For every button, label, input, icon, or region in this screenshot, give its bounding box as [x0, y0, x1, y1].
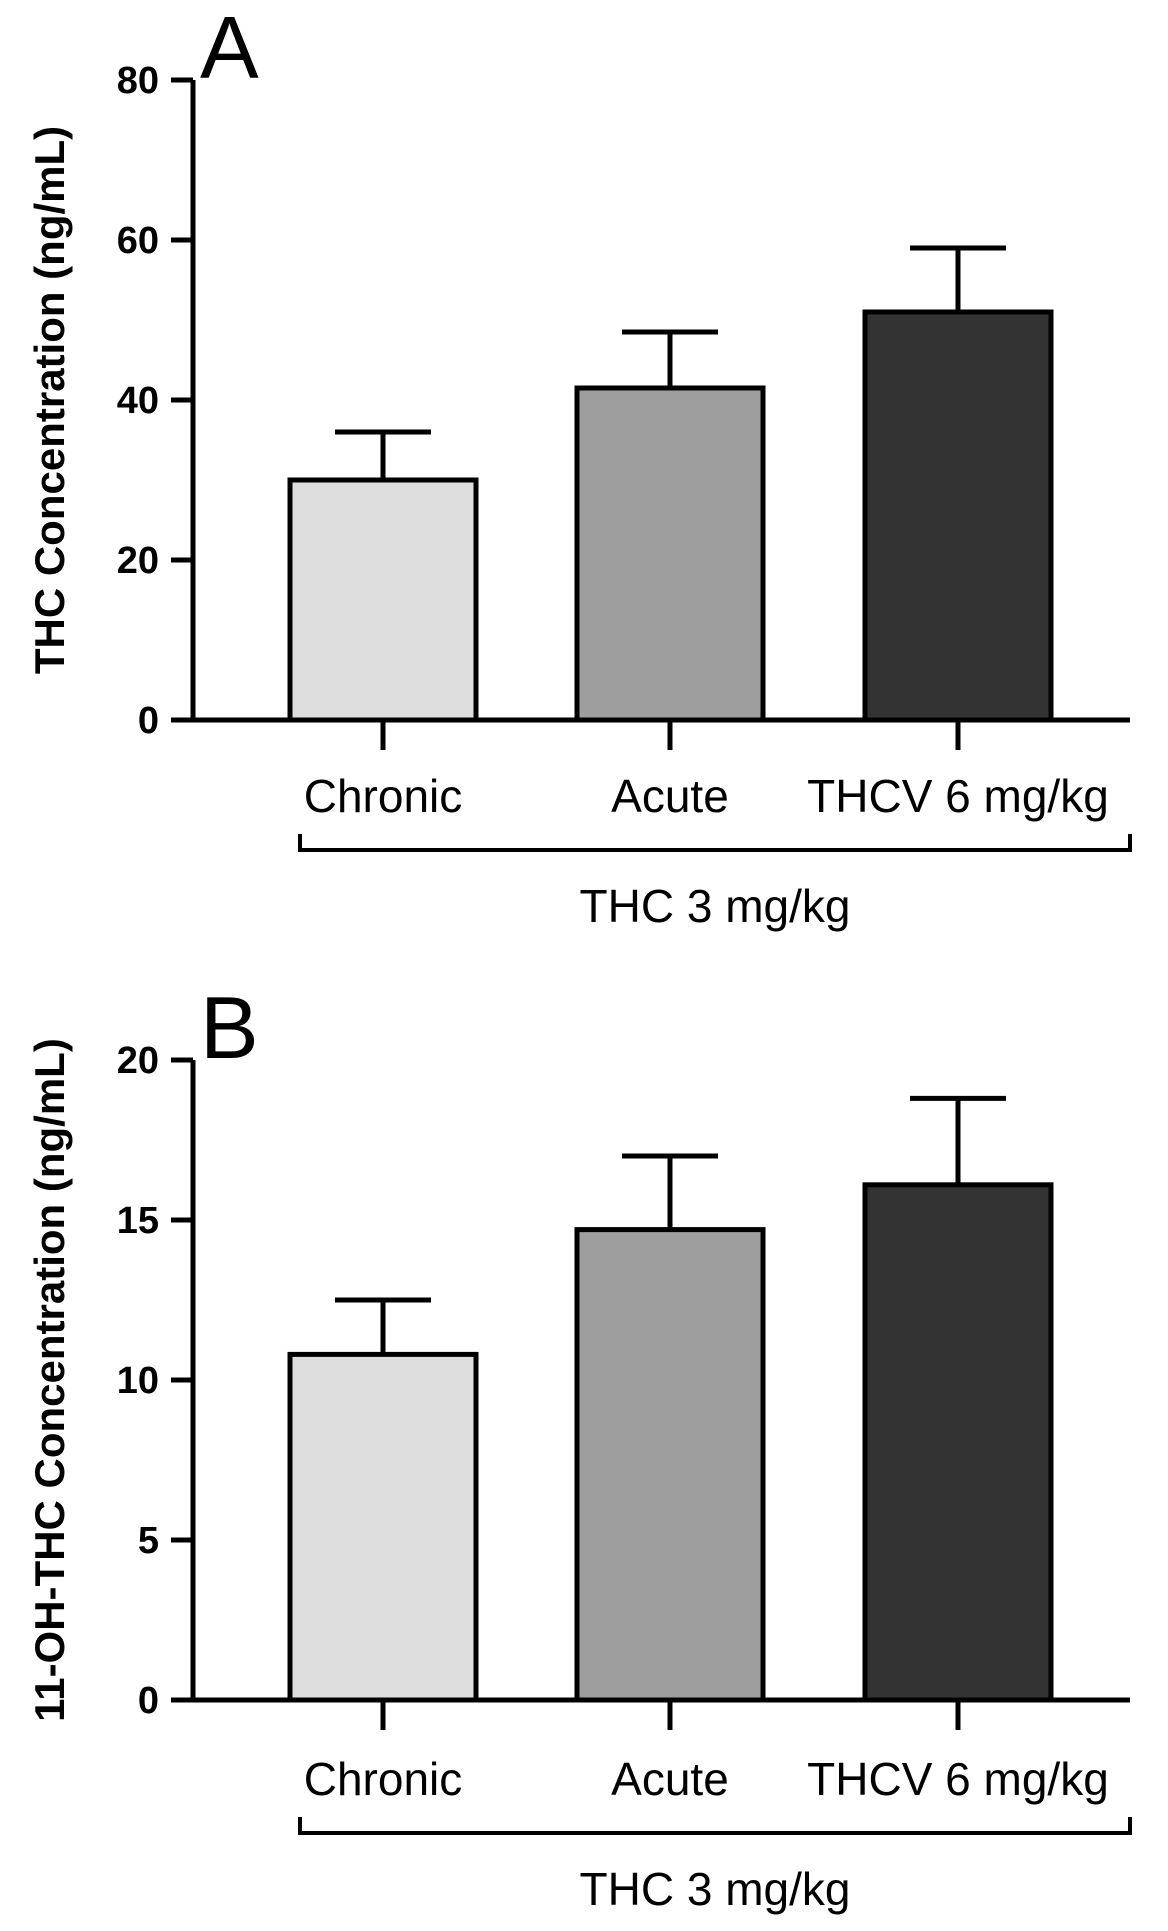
x-category-label: Chronic — [304, 770, 463, 822]
bar-thcv-6-mg-kg — [862, 309, 1054, 723]
y-tick-label: 0 — [138, 700, 159, 742]
bar-acute — [574, 385, 766, 723]
bar-chronic — [287, 477, 479, 723]
x-category-label: THCV 6 mg/kg — [807, 1753, 1109, 1805]
y-tick-label: 20 — [117, 1040, 159, 1082]
panel-letter: B — [200, 978, 259, 1077]
group-bracket — [298, 1817, 1132, 1835]
y-tick-label: 5 — [138, 1520, 159, 1562]
panel-letter: A — [200, 0, 259, 97]
y-tick-label: 10 — [117, 1360, 159, 1402]
y-tick-label: 20 — [117, 540, 159, 582]
bar-thcv-6-mg-kg — [862, 1182, 1054, 1703]
y-tick-label: 15 — [117, 1200, 159, 1242]
x-category-label: Acute — [611, 770, 729, 822]
group-label: THC 3 mg/kg — [580, 880, 851, 932]
chart-panel-b: B 0 5 10 15 20 11-OH-THC Concentration (ng/mL)… — [26, 978, 1132, 1915]
x-category-label: Acute — [611, 1753, 729, 1805]
y-axis-title: 11-OH-THC Concentration (ng/mL) — [26, 1038, 73, 1722]
bar-chronic — [287, 1351, 479, 1703]
group-bracket — [298, 834, 1132, 852]
y-axis-title: THC Concentration (ng/mL) — [26, 126, 73, 674]
y-tick-label: 80 — [117, 60, 159, 102]
bar-acute — [574, 1227, 766, 1703]
x-category-label: THCV 6 mg/kg — [807, 770, 1109, 822]
y-tick-label: 40 — [117, 380, 159, 422]
y-tick-label: 60 — [117, 220, 159, 262]
chart-panel-a: A 0 20 40 60 80 THC Concentration (ng/mL) Chron… — [26, 0, 1132, 932]
x-category-label: Chronic — [304, 1753, 463, 1805]
y-tick-label: 0 — [138, 1680, 159, 1722]
group-label: THC 3 mg/kg — [580, 1863, 851, 1915]
